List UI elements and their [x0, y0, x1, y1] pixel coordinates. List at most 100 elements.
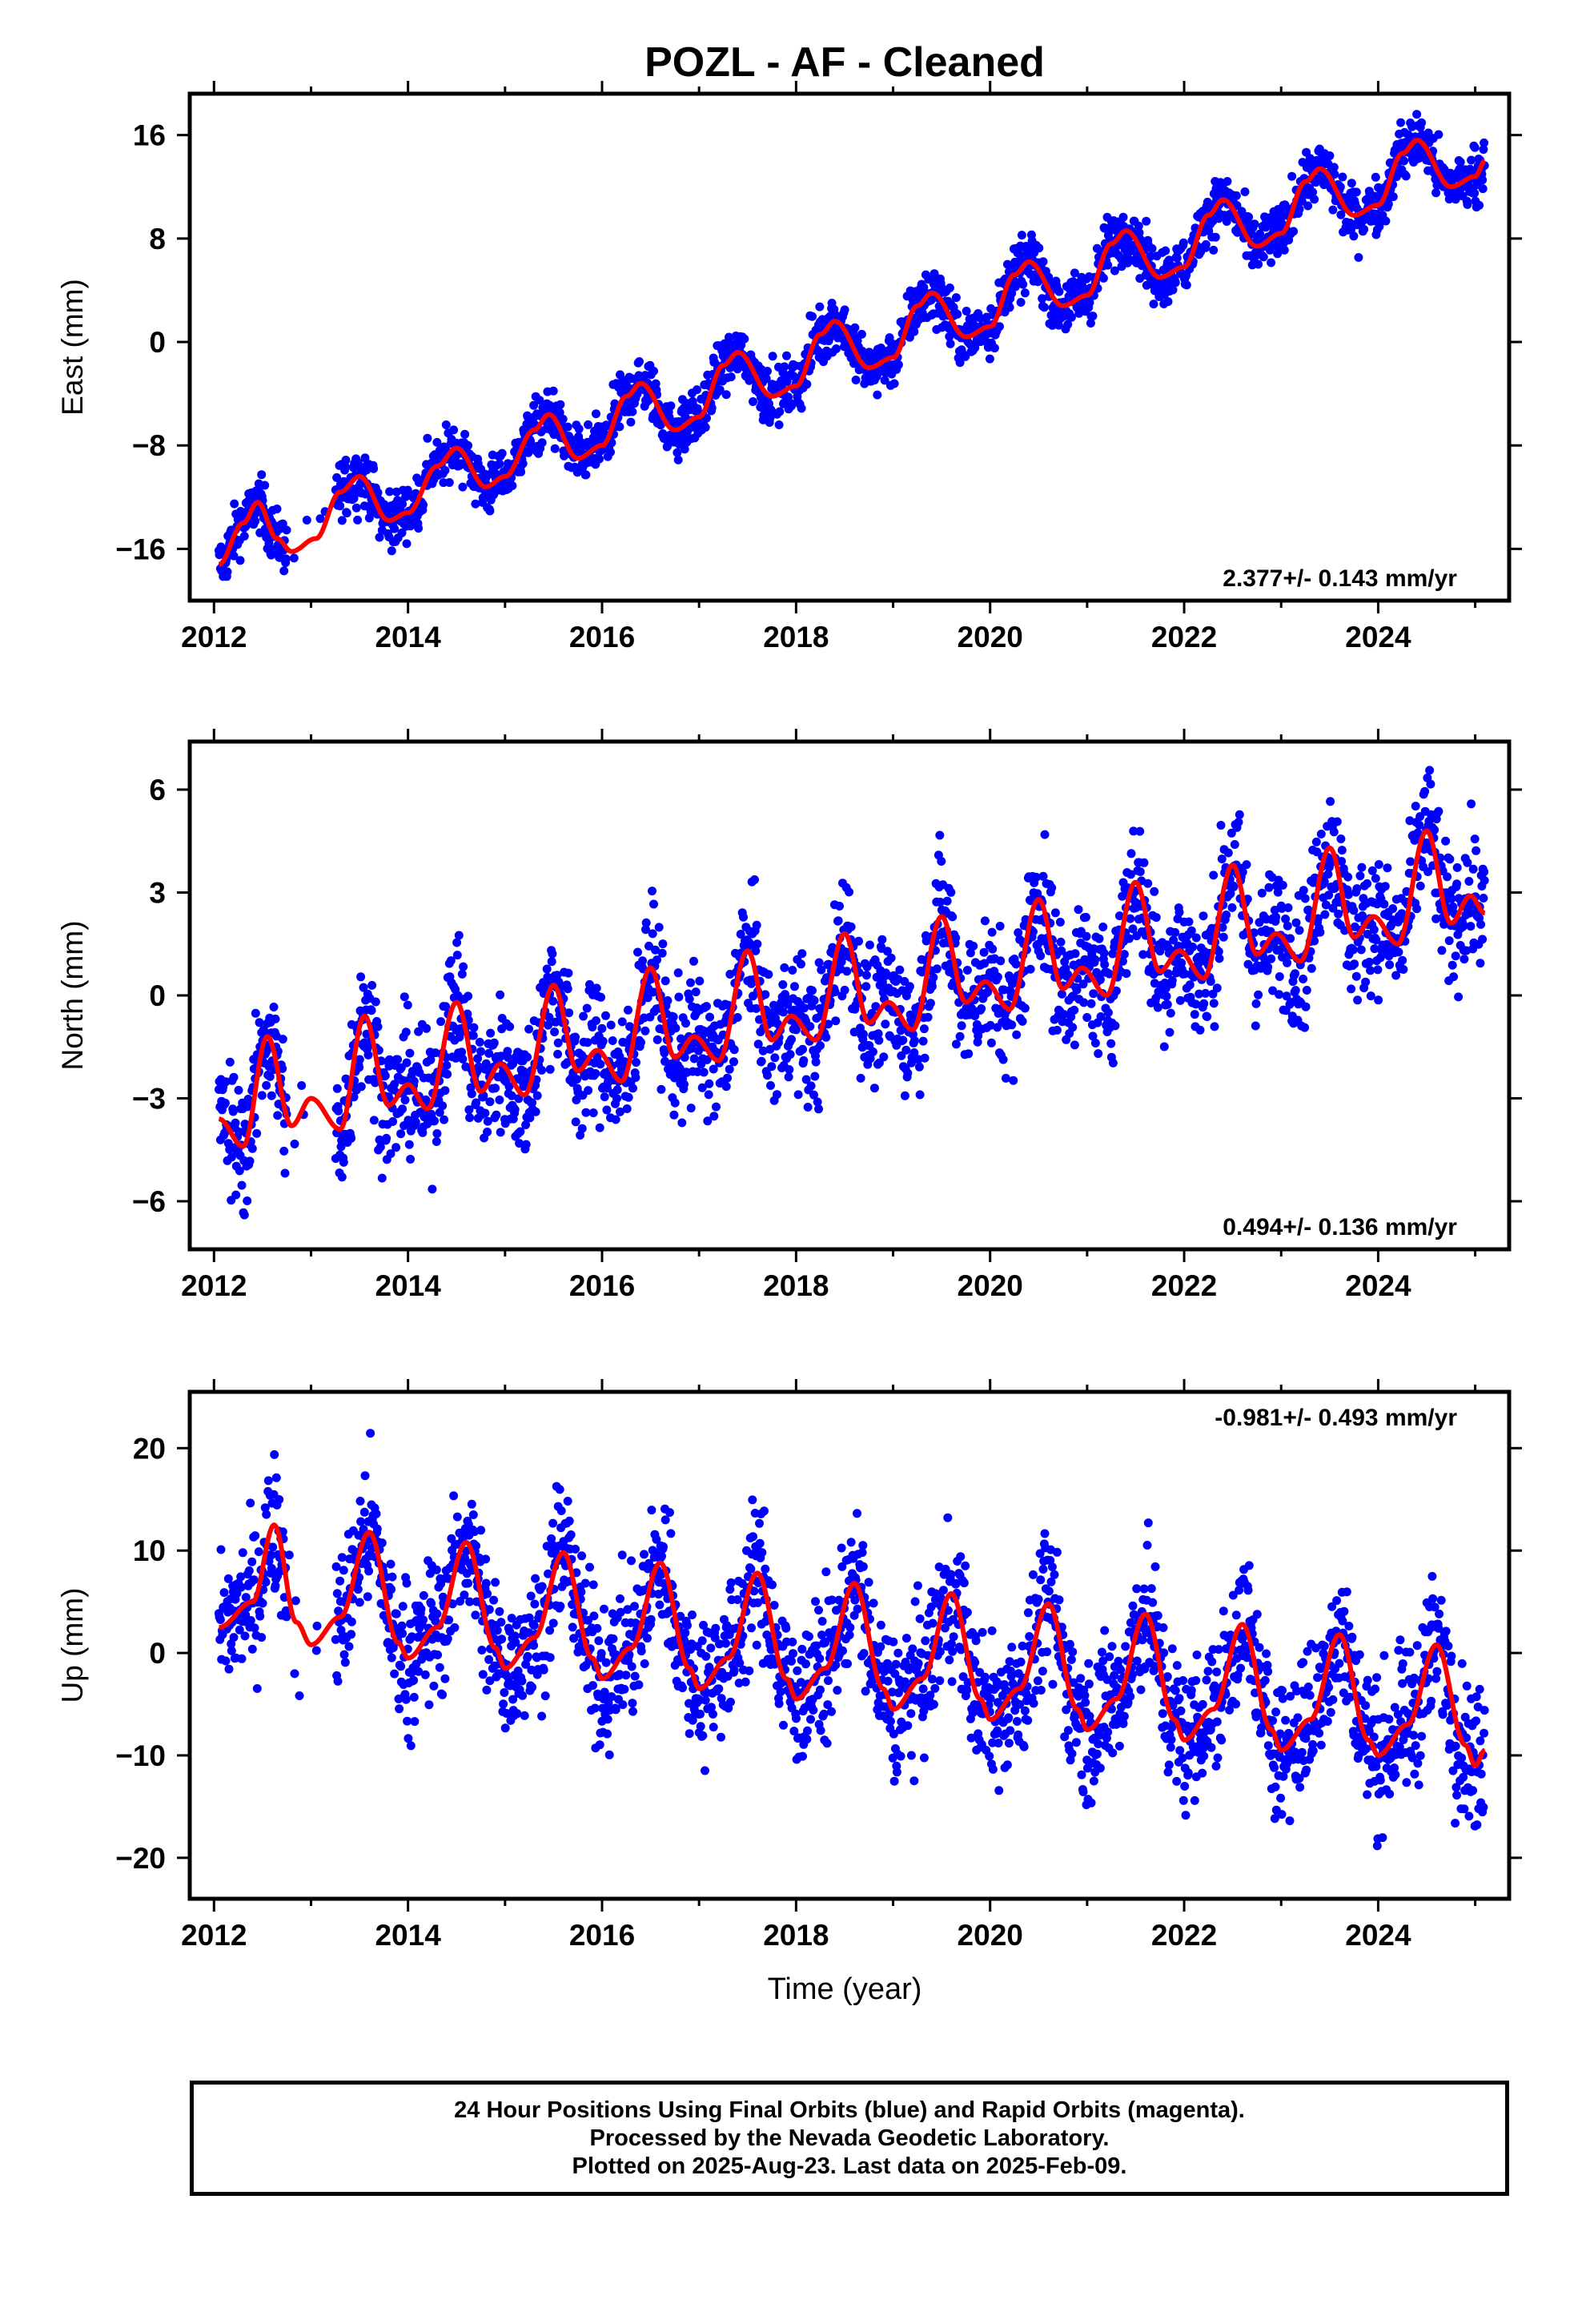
data-point	[1209, 999, 1219, 1008]
data-point	[1394, 947, 1403, 957]
data-point	[1034, 243, 1044, 253]
data-point	[403, 1000, 412, 1010]
rate-label: 2.377+/- 0.143 mm/yr	[1223, 565, 1457, 592]
panel-up: 2012 2014 2016 2018 2020 2022 2024−20−1001020U…	[56, 1379, 1522, 1952]
data-point	[430, 1116, 440, 1126]
data-point	[229, 1633, 239, 1642]
data-point	[1191, 933, 1201, 943]
data-point	[648, 929, 657, 939]
data-point	[1467, 799, 1476, 809]
data-point	[411, 1117, 420, 1127]
data-point	[508, 481, 517, 490]
data-point	[1451, 951, 1460, 961]
data-point	[1222, 911, 1231, 919]
data-point	[582, 1003, 592, 1013]
data-point	[275, 1495, 284, 1504]
data-point	[270, 1449, 279, 1459]
data-point	[814, 1104, 823, 1114]
data-point	[372, 1524, 382, 1534]
data-point	[787, 399, 797, 408]
data-point	[955, 1031, 965, 1041]
data-point	[492, 1110, 501, 1120]
data-point	[775, 407, 785, 416]
data-point	[1215, 954, 1224, 963]
data-point	[633, 947, 642, 957]
data-point	[596, 992, 605, 1002]
data-point	[464, 991, 473, 1001]
data-point	[953, 309, 962, 319]
data-point	[774, 420, 784, 429]
data-point	[990, 344, 999, 353]
data-point	[606, 448, 615, 457]
data-point	[553, 1049, 563, 1059]
data-point	[1463, 199, 1472, 209]
data-point	[980, 916, 990, 926]
data-point	[396, 1129, 406, 1139]
data-point	[1355, 871, 1365, 881]
data-point	[670, 1098, 680, 1108]
data-point	[558, 414, 568, 424]
data-point	[592, 409, 600, 419]
data-point	[422, 1023, 432, 1033]
data-point	[581, 470, 591, 480]
data-point	[624, 1005, 632, 1015]
y-tick-label: −16	[115, 533, 166, 565]
data-point	[874, 1035, 884, 1045]
data-point	[1223, 848, 1233, 858]
data-point	[496, 1128, 505, 1137]
data-point	[740, 334, 749, 344]
data-point	[1203, 1012, 1212, 1021]
data-point	[993, 972, 1002, 982]
data-point	[886, 953, 896, 963]
data-point	[792, 1025, 801, 1035]
data-point	[351, 503, 361, 513]
data-point	[739, 912, 748, 922]
data-point	[723, 1073, 732, 1083]
data-point	[877, 935, 887, 944]
data-point	[1020, 288, 1030, 298]
data-point	[1445, 854, 1455, 864]
data-point	[832, 344, 841, 353]
data-point	[297, 1081, 307, 1090]
data-point	[770, 1053, 780, 1063]
data-point	[1325, 151, 1335, 160]
data-point	[409, 1692, 419, 1702]
data-point	[1476, 959, 1485, 968]
data-point	[254, 1547, 263, 1557]
data-point	[1254, 990, 1263, 999]
data-point	[1434, 806, 1443, 816]
data-point	[332, 1084, 342, 1093]
data-point	[1351, 971, 1361, 981]
data-point	[628, 407, 637, 416]
data-point	[1412, 904, 1422, 914]
data-point	[1026, 964, 1035, 974]
data-point	[386, 1559, 396, 1569]
data-point	[1396, 118, 1406, 127]
data-point	[250, 1623, 259, 1633]
data-point	[693, 385, 701, 395]
data-point	[1470, 834, 1480, 844]
data-point	[998, 1055, 1008, 1064]
data-point	[861, 982, 871, 991]
data-point	[951, 293, 961, 303]
data-point	[1142, 216, 1151, 226]
data-point	[757, 1056, 766, 1066]
data-point	[252, 1684, 262, 1693]
data-point	[496, 990, 505, 999]
data-point	[356, 1517, 366, 1526]
data-point	[800, 1003, 809, 1013]
data-point	[263, 1476, 273, 1486]
data-point	[1052, 1025, 1062, 1035]
data-point	[1412, 110, 1422, 119]
data-point	[782, 351, 791, 360]
data-point	[597, 1023, 607, 1033]
data-point	[1480, 876, 1489, 885]
data-point	[402, 1058, 412, 1068]
data-point	[1441, 836, 1451, 846]
data-point	[811, 1057, 821, 1067]
data-point	[387, 1572, 397, 1582]
data-point	[280, 1168, 290, 1178]
data-point	[1287, 171, 1297, 181]
data-point	[505, 1022, 515, 1031]
data-point	[315, 514, 325, 524]
